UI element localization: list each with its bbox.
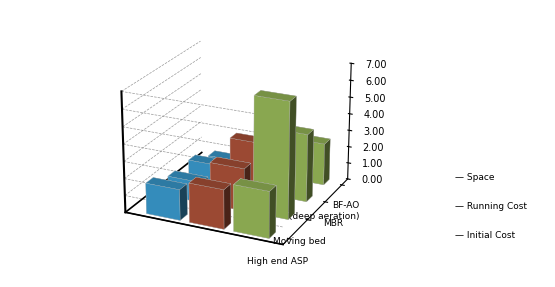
Text: — Initial Cost: — Initial Cost bbox=[455, 231, 515, 240]
Text: — Space: — Space bbox=[455, 173, 495, 183]
Text: — Running Cost: — Running Cost bbox=[455, 202, 527, 211]
